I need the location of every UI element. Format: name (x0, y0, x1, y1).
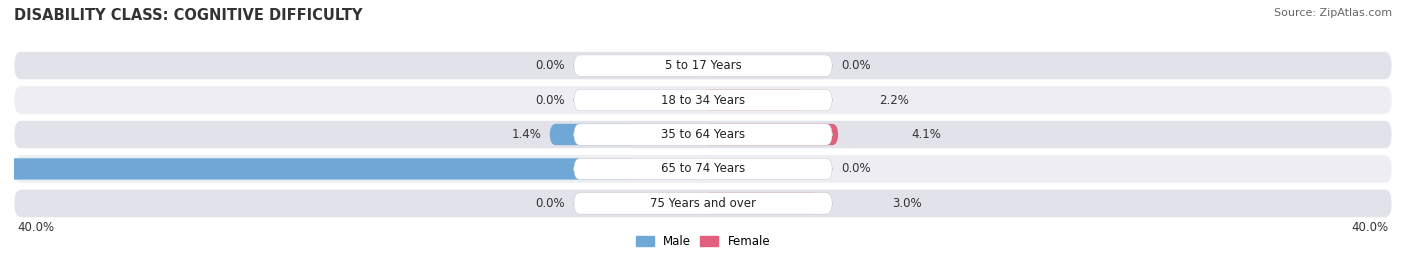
FancyBboxPatch shape (574, 55, 832, 76)
Text: 35 to 64 Years: 35 to 64 Years (661, 128, 745, 141)
Text: Source: ZipAtlas.com: Source: ZipAtlas.com (1274, 8, 1392, 18)
FancyBboxPatch shape (703, 89, 806, 111)
FancyBboxPatch shape (14, 189, 1392, 217)
Text: 4.1%: 4.1% (911, 128, 941, 141)
Text: 0.0%: 0.0% (536, 197, 565, 210)
FancyBboxPatch shape (14, 86, 1392, 114)
Text: 3.0%: 3.0% (893, 197, 922, 210)
Text: 1.4%: 1.4% (512, 128, 541, 141)
FancyBboxPatch shape (14, 52, 1392, 80)
FancyBboxPatch shape (574, 89, 703, 111)
FancyBboxPatch shape (703, 124, 832, 145)
FancyBboxPatch shape (574, 158, 703, 180)
FancyBboxPatch shape (703, 124, 838, 145)
Text: 0.0%: 0.0% (841, 162, 870, 175)
Text: 0.0%: 0.0% (841, 59, 870, 72)
FancyBboxPatch shape (14, 155, 1392, 183)
Text: 2.2%: 2.2% (879, 94, 908, 107)
FancyBboxPatch shape (703, 193, 820, 214)
FancyBboxPatch shape (703, 89, 832, 111)
Text: 18 to 34 Years: 18 to 34 Years (661, 94, 745, 107)
FancyBboxPatch shape (574, 193, 703, 214)
FancyBboxPatch shape (574, 55, 703, 76)
Text: 0.0%: 0.0% (536, 94, 565, 107)
FancyBboxPatch shape (703, 158, 832, 180)
FancyBboxPatch shape (703, 55, 832, 76)
FancyBboxPatch shape (0, 158, 638, 180)
FancyBboxPatch shape (703, 193, 832, 214)
FancyBboxPatch shape (550, 124, 638, 145)
Legend: Male, Female: Male, Female (631, 230, 775, 253)
FancyBboxPatch shape (574, 89, 832, 111)
Text: DISABILITY CLASS: COGNITIVE DIFFICULTY: DISABILITY CLASS: COGNITIVE DIFFICULTY (14, 8, 363, 23)
FancyBboxPatch shape (574, 193, 832, 214)
Text: 40.0%: 40.0% (1351, 221, 1389, 234)
Text: 5 to 17 Years: 5 to 17 Years (665, 59, 741, 72)
FancyBboxPatch shape (574, 158, 832, 180)
Text: 0.0%: 0.0% (536, 59, 565, 72)
FancyBboxPatch shape (574, 124, 703, 145)
FancyBboxPatch shape (14, 121, 1392, 148)
Text: 40.0%: 40.0% (17, 221, 55, 234)
Text: 75 Years and over: 75 Years and over (650, 197, 756, 210)
FancyBboxPatch shape (574, 124, 832, 145)
Text: 65 to 74 Years: 65 to 74 Years (661, 162, 745, 175)
